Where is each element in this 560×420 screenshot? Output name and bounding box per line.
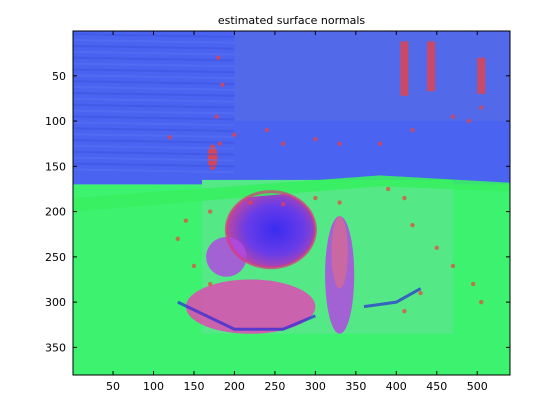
y-tick-label: 50 — [52, 70, 66, 83]
noise-speck — [313, 137, 317, 141]
bottle-highlight — [332, 216, 348, 288]
noise-speck — [184, 218, 188, 222]
noise-speck — [402, 196, 406, 200]
noise-speck — [337, 200, 341, 204]
noise-speck — [192, 264, 196, 268]
y-tick-label: 300 — [45, 296, 66, 309]
noise-speck — [216, 56, 220, 60]
noise-speck — [218, 142, 222, 146]
noise-speck — [337, 142, 341, 146]
noise-speck — [402, 309, 406, 313]
x-tick-label: 400 — [386, 380, 407, 393]
x-tick-label: 100 — [143, 380, 164, 393]
noise-speck — [451, 264, 455, 268]
chart-title: estimated surface normals — [218, 14, 366, 27]
noise-speck — [410, 223, 414, 227]
y-tick-label: 100 — [45, 115, 66, 128]
region-low-tray — [186, 279, 315, 333]
noise-speck — [232, 132, 236, 136]
noise-speck — [467, 119, 471, 123]
noise-speck — [214, 114, 218, 118]
x-tick-label: 350 — [345, 380, 366, 393]
red-post-top — [477, 58, 485, 94]
noise-speck — [451, 114, 455, 118]
x-tick-label: 200 — [224, 380, 245, 393]
noise-speck — [176, 237, 180, 241]
red-post-top — [427, 41, 435, 91]
noise-speck — [281, 142, 285, 146]
red-post-top — [400, 41, 408, 95]
noise-speck — [248, 200, 252, 204]
wall-right — [234, 31, 509, 122]
y-tick-label: 200 — [45, 206, 66, 219]
x-tick-label: 50 — [106, 380, 120, 393]
x-tick-label: 250 — [264, 380, 285, 393]
y-tick-label: 350 — [45, 341, 66, 354]
normal-map-image — [73, 31, 510, 375]
x-tick-label: 150 — [183, 380, 204, 393]
noise-speck — [471, 282, 475, 286]
noise-speck — [410, 128, 414, 132]
x-tick-label: 450 — [426, 380, 447, 393]
noise-speck — [418, 291, 422, 295]
y-tick-label: 250 — [45, 251, 66, 264]
noise-speck — [265, 128, 269, 132]
y-tick-label: 150 — [45, 160, 66, 173]
noise-speck — [168, 135, 172, 139]
noise-speck — [313, 196, 317, 200]
noise-speck — [435, 246, 439, 250]
noise-speck — [208, 282, 212, 286]
noise-speck — [479, 300, 483, 304]
noise-speck — [386, 187, 390, 191]
noise-speck — [281, 202, 285, 206]
x-tick-label: 300 — [305, 380, 326, 393]
x-tick-label: 500 — [467, 380, 488, 393]
noise-speck — [208, 209, 212, 213]
noise-speck — [220, 83, 224, 87]
noise-speck — [479, 105, 483, 109]
noise-speck — [378, 142, 382, 146]
